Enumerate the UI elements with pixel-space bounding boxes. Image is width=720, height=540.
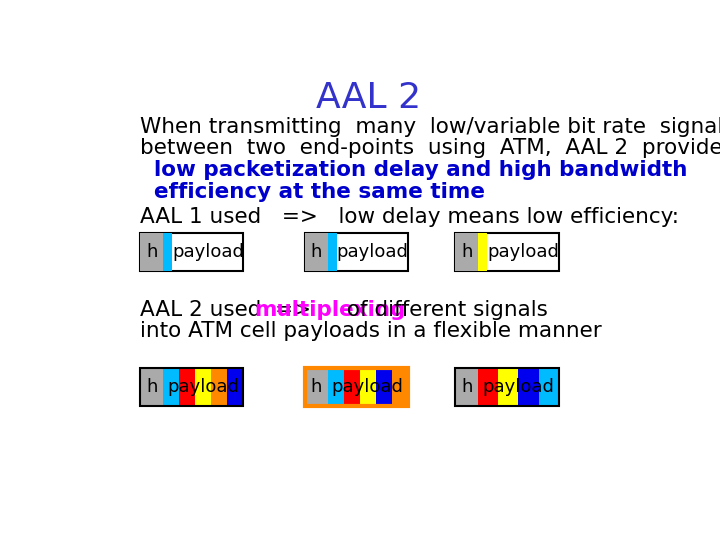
Bar <box>392 368 408 406</box>
Text: payload: payload <box>172 243 244 261</box>
Bar <box>305 233 328 271</box>
Bar <box>498 368 518 406</box>
Text: h: h <box>310 378 322 396</box>
Text: multiplexing: multiplexing <box>254 300 405 320</box>
Bar <box>140 233 243 271</box>
Bar <box>478 233 487 271</box>
Bar <box>305 368 408 406</box>
Bar <box>478 368 498 406</box>
Text: AAL 1 used   =>   low delay means low efficiency:: AAL 1 used => low delay means low effici… <box>140 207 679 227</box>
Bar <box>456 368 478 406</box>
Text: AAL 2: AAL 2 <box>316 82 422 116</box>
Bar <box>140 368 243 406</box>
Bar <box>360 368 376 406</box>
Bar <box>456 233 559 271</box>
Bar <box>140 368 163 406</box>
Text: between  two  end-points  using  ATM,  AAL 2  provides: between two end-points using ATM, AAL 2 … <box>140 138 720 158</box>
Text: payload: payload <box>487 243 559 261</box>
Bar <box>376 368 392 406</box>
Text: payload: payload <box>336 243 408 261</box>
Bar <box>195 368 211 406</box>
Bar <box>305 368 328 406</box>
Text: h: h <box>310 243 322 261</box>
Text: h: h <box>146 378 157 396</box>
Bar <box>305 368 408 406</box>
Bar <box>179 368 195 406</box>
Bar <box>456 233 478 271</box>
Text: h: h <box>146 243 157 261</box>
Bar <box>163 368 179 406</box>
Bar <box>140 368 243 406</box>
Bar <box>305 233 408 271</box>
Bar <box>328 233 337 271</box>
Bar <box>211 368 228 406</box>
Text: payload: payload <box>167 378 239 396</box>
Bar <box>343 368 360 406</box>
Text: low packetization delay and high bandwidth: low packetization delay and high bandwid… <box>154 160 688 180</box>
Bar <box>228 368 243 406</box>
Text: into ATM cell payloads in a flexible manner: into ATM cell payloads in a flexible man… <box>140 321 602 341</box>
Text: h: h <box>461 243 472 261</box>
Bar <box>140 233 163 271</box>
Text: payload: payload <box>332 378 404 396</box>
Bar <box>539 368 559 406</box>
Text: payload: payload <box>482 378 554 396</box>
Bar <box>518 368 539 406</box>
Bar <box>456 368 559 406</box>
Text: h: h <box>461 378 472 396</box>
Bar <box>328 368 343 406</box>
Bar <box>456 368 559 406</box>
Text: efficiency at the same time: efficiency at the same time <box>154 181 485 201</box>
Text: of different signals: of different signals <box>340 300 548 320</box>
Text: When transmitting  many  low/variable bit rate  signals: When transmitting many low/variable bit … <box>140 117 720 137</box>
Bar <box>163 233 172 271</box>
Text: AAL 2 used  =>: AAL 2 used => <box>140 300 325 320</box>
